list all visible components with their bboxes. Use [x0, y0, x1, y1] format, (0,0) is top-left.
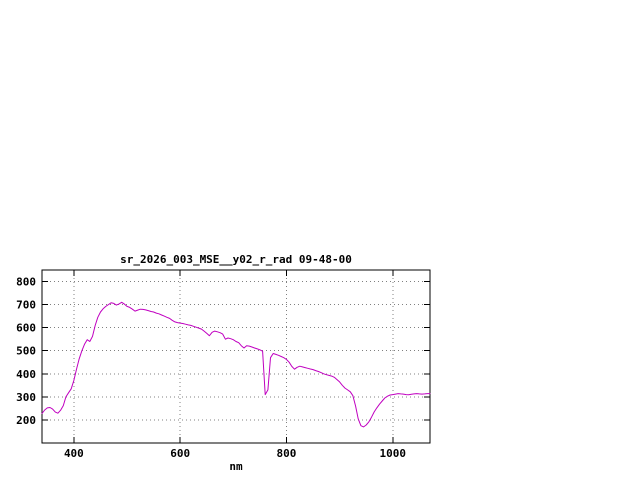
y-tick-label: 300 [16, 391, 36, 404]
chart-title: sr_2026_003_MSE__y02_r_rad 09-48-00 [120, 253, 352, 266]
x-tick-label: 1000 [380, 447, 407, 460]
y-tick-label: 700 [16, 299, 36, 312]
spectrum-curve [41, 301, 431, 428]
x-tick-label: 800 [277, 447, 297, 460]
y-tick-label: 800 [16, 276, 36, 289]
x-axis-label: nm [229, 460, 243, 473]
x-tick-label: 400 [64, 447, 84, 460]
y-tick-label: 600 [16, 322, 36, 335]
y-tick-label: 500 [16, 345, 36, 358]
plot-border [41, 269, 431, 444]
y-tick-label: 400 [16, 368, 36, 381]
y-tick-label: 200 [16, 414, 36, 427]
x-tick-label: 600 [170, 447, 190, 460]
